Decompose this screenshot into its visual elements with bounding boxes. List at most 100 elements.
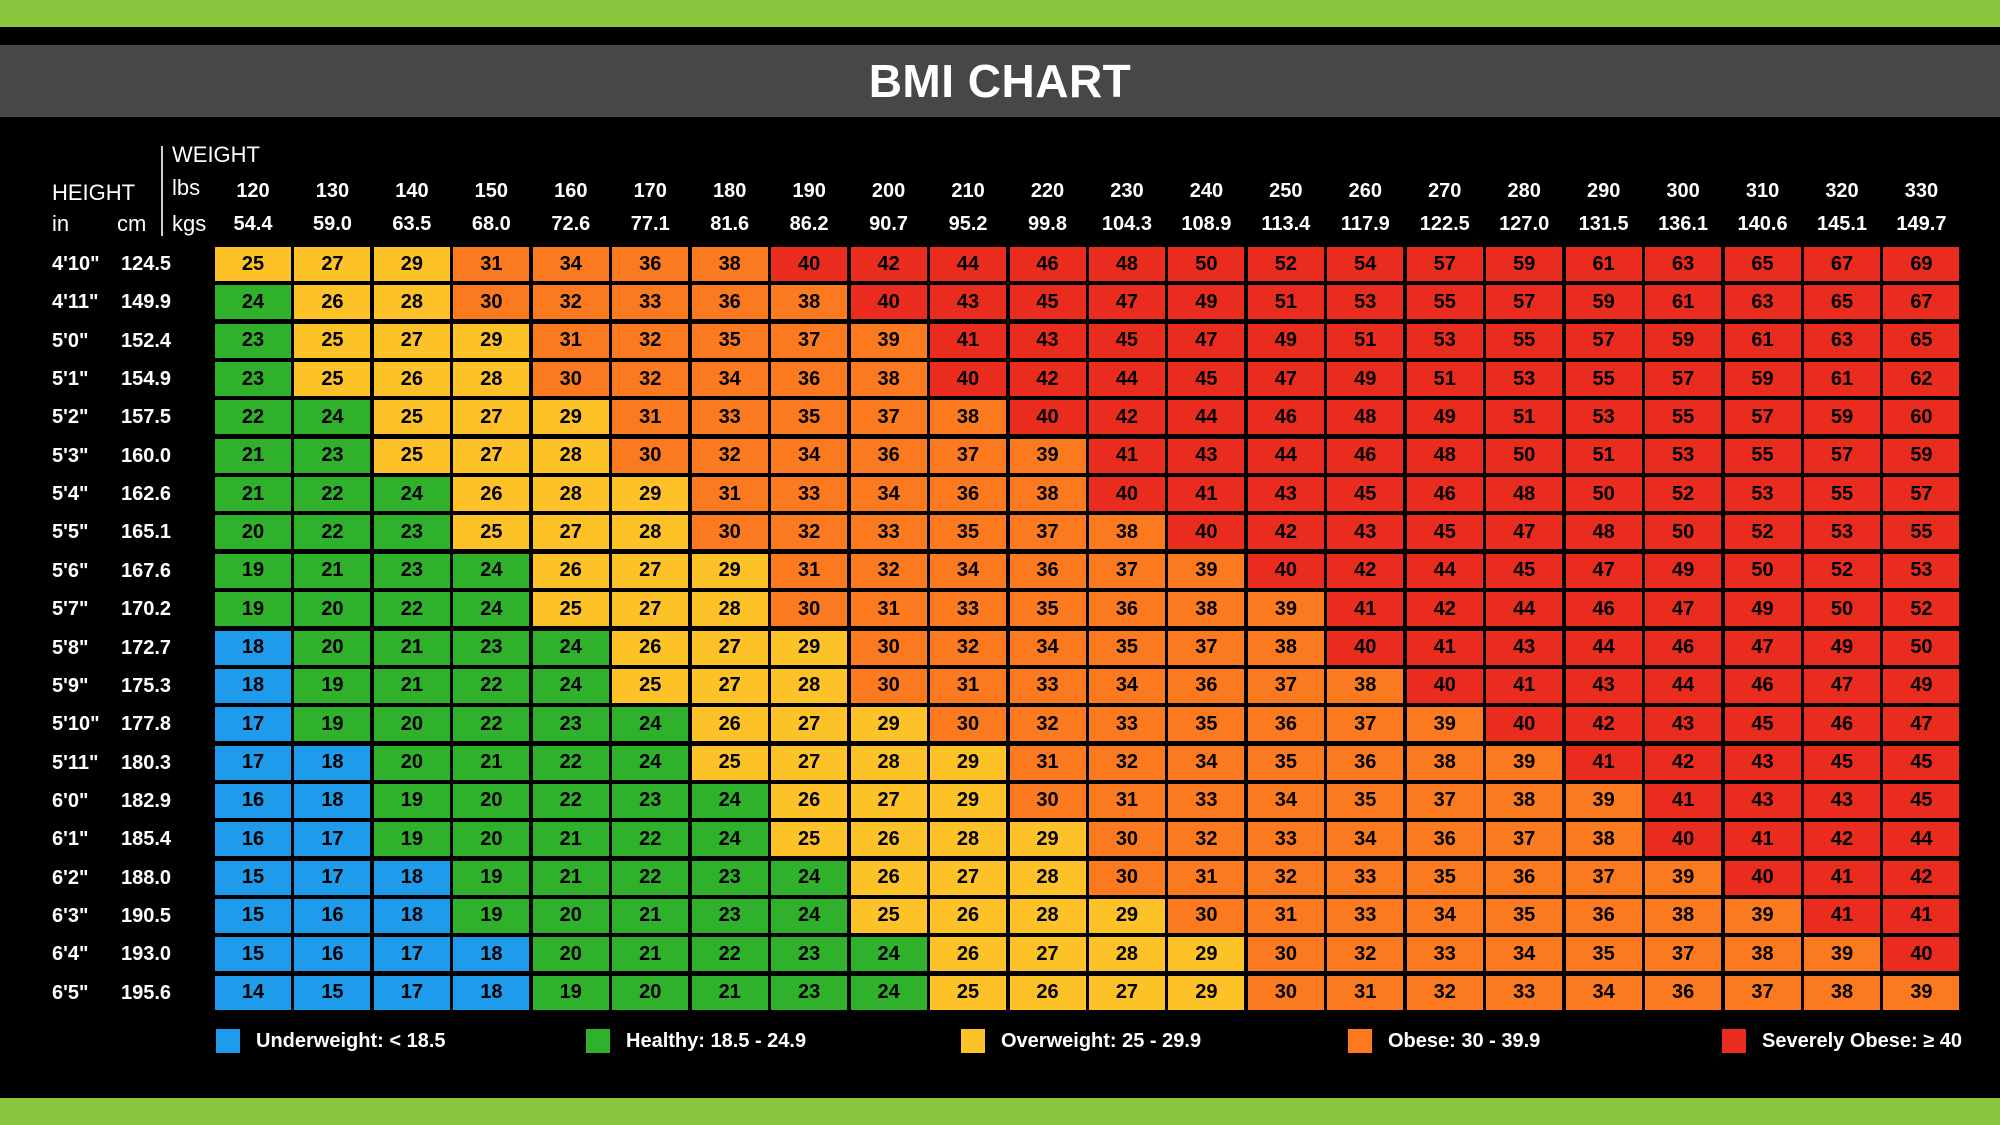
bmi-cell: 59 — [1645, 323, 1722, 358]
bmi-cell: 46 — [1804, 707, 1880, 742]
height-in-header: 5'4" — [52, 483, 89, 506]
bmi-cell: 30 — [532, 362, 609, 397]
bmi-cell: 61 — [1565, 247, 1642, 281]
bmi-cell: 24 — [850, 937, 927, 972]
height-in-header: 5'8" — [52, 636, 89, 659]
bmi-cell: 49 — [1804, 630, 1880, 665]
bmi-cell: 34 — [1406, 898, 1483, 933]
bmi-cell: 41 — [1645, 783, 1722, 818]
legend-label: Obese: 30 - 39.9 — [1388, 1029, 1541, 1052]
bmi-cell: 24 — [453, 592, 530, 627]
bmi-cell: 27 — [532, 515, 609, 550]
bmi-cell: 27 — [850, 783, 927, 818]
bmi-cell: 25 — [612, 668, 689, 703]
weight-lbs-header: 270 — [1428, 180, 1462, 202]
bmi-cell: 23 — [771, 975, 848, 1010]
bmi-cell: 43 — [1724, 745, 1801, 780]
bmi-cell: 39 — [1406, 707, 1483, 742]
bmi-cell: 30 — [453, 285, 530, 320]
bmi-cell: 22 — [453, 707, 530, 742]
bmi-cell: 63 — [1645, 247, 1722, 281]
bmi-cell: 25 — [453, 515, 530, 550]
bmi-cell: 28 — [691, 592, 768, 627]
bmi-cell: 20 — [294, 592, 371, 627]
bmi-cell: 42 — [1565, 707, 1642, 742]
bmi-cell: 27 — [771, 707, 848, 742]
bmi-cell: 53 — [1406, 323, 1483, 358]
height-cm-header: 195.6 — [121, 981, 172, 1004]
bmi-cell: 26 — [850, 822, 927, 857]
bmi-cell: 40 — [1724, 860, 1801, 895]
bmi-cell: 37 — [1168, 630, 1245, 665]
height-in-header: 5'5" — [52, 521, 89, 544]
bmi-cell: 23 — [691, 860, 768, 895]
bmi-cell: 36 — [1327, 745, 1404, 780]
height-cm-header: 185.4 — [121, 828, 172, 851]
bmi-cell: 31 — [612, 400, 689, 435]
kgs-unit-label: kgs — [172, 211, 207, 236]
bmi-cell: 25 — [771, 822, 848, 857]
bmi-cell: 16 — [215, 783, 291, 818]
bmi-cell: 36 — [1247, 707, 1324, 742]
bmi-cell: 31 — [1168, 860, 1245, 895]
height-cm-header: 154.9 — [121, 368, 172, 391]
bmi-cell: 29 — [1009, 822, 1086, 857]
legend-swatch — [216, 1029, 240, 1053]
bmi-cell: 28 — [532, 438, 609, 473]
bmi-cell: 48 — [1565, 515, 1642, 550]
bmi-cell: 18 — [215, 668, 291, 703]
bmi-cell: 31 — [532, 323, 609, 358]
bmi-cell: 38 — [771, 285, 848, 320]
height-cm-header: 160.0 — [121, 444, 172, 467]
bmi-cell: 29 — [930, 783, 1007, 818]
height-in-header: 4'10" — [52, 253, 100, 275]
bmi-cell: 34 — [1327, 822, 1404, 857]
bmi-cell: 48 — [1406, 438, 1483, 473]
bmi-cell: 33 — [771, 477, 848, 512]
weight-lbs-header: 180 — [713, 180, 747, 202]
weight-lbs-header: 130 — [315, 180, 350, 202]
bmi-cell: 50 — [1804, 592, 1880, 627]
bmi-cell: 41 — [1804, 860, 1880, 895]
bmi-cell: 21 — [373, 630, 450, 665]
bmi-cell: 37 — [850, 400, 927, 435]
bmi-cell: 31 — [850, 592, 927, 627]
bmi-cell: 18 — [215, 630, 291, 665]
weight-label: WEIGHT — [172, 142, 260, 167]
weight-kgs-header: 99.8 — [1028, 213, 1067, 235]
bmi-cell: 45 — [1724, 707, 1801, 742]
bmi-cell: 21 — [215, 438, 291, 473]
bmi-cell: 31 — [453, 247, 530, 281]
bmi-cell: 43 — [1009, 323, 1086, 358]
bmi-cell: 19 — [532, 975, 609, 1010]
bmi-cell: 47 — [1804, 668, 1880, 703]
bmi-cell: 57 — [1804, 438, 1880, 473]
bmi-cell: 37 — [1486, 822, 1563, 857]
weight-kgs-header: 95.2 — [948, 213, 988, 235]
bmi-cell: 42 — [1406, 592, 1483, 627]
bmi-cell: 39 — [1804, 937, 1880, 972]
bmi-cell: 38 — [1565, 822, 1642, 857]
bmi-cell: 45 — [1883, 745, 1960, 780]
header-divider — [161, 146, 163, 236]
bmi-cell: 63 — [1724, 285, 1801, 320]
bmi-cell: 53 — [1565, 400, 1642, 435]
bmi-cell: 61 — [1804, 362, 1880, 397]
bmi-cell: 17 — [215, 707, 291, 742]
bmi-cell: 15 — [215, 898, 291, 933]
weight-lbs-header: 300 — [1666, 180, 1700, 202]
weight-lbs-header: 280 — [1507, 180, 1541, 202]
bmi-cell: 45 — [1088, 323, 1165, 358]
bmi-cell: 40 — [1645, 822, 1722, 857]
bmi-cell: 47 — [1645, 592, 1722, 627]
weight-kgs-header: 127.0 — [1499, 213, 1550, 235]
weight-lbs-header: 290 — [1586, 180, 1621, 202]
bmi-cell: 26 — [771, 783, 848, 818]
bmi-cell: 49 — [1406, 400, 1483, 435]
bmi-cell: 39 — [1247, 592, 1324, 627]
bmi-cell: 36 — [1406, 822, 1483, 857]
bmi-cell: 25 — [373, 400, 450, 435]
height-cm-header: 177.8 — [121, 713, 172, 736]
bmi-cell: 26 — [930, 937, 1007, 972]
bmi-cell: 22 — [294, 515, 371, 550]
